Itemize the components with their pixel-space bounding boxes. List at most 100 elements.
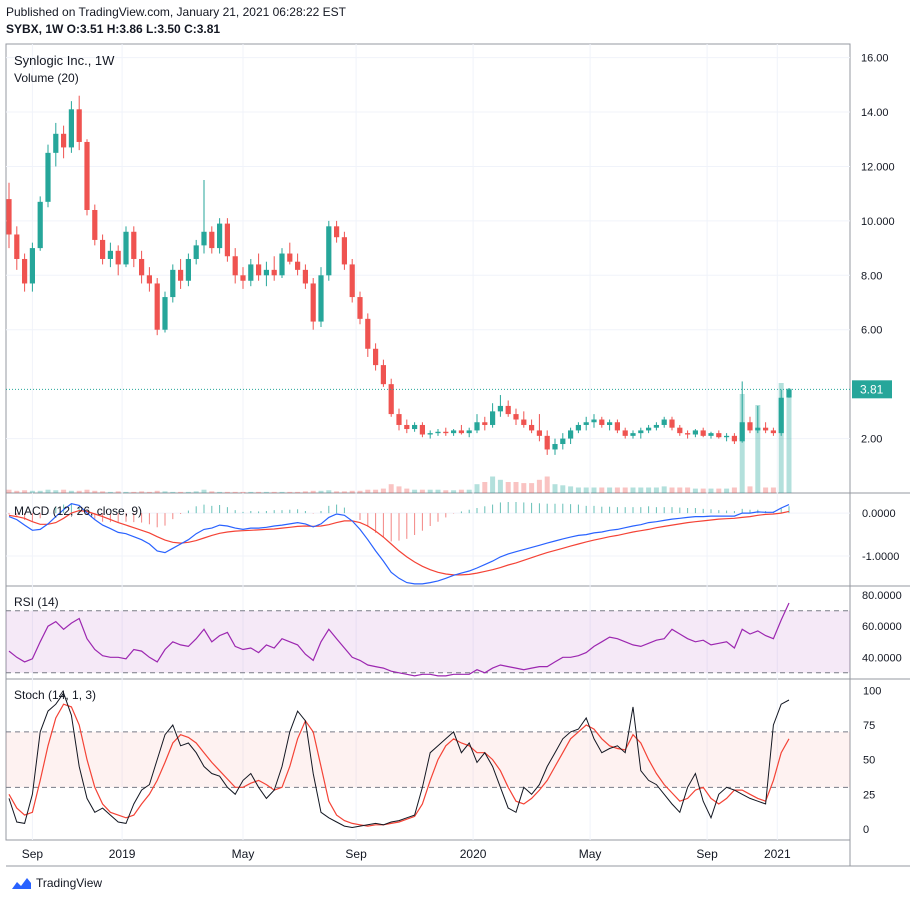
candle-body	[115, 250, 121, 265]
rsi-tick-label: 60.0000	[862, 621, 902, 633]
price-tick-label: 16.00	[861, 53, 889, 65]
price-tick-label: 2.00	[861, 434, 882, 446]
volume-bar	[22, 490, 28, 493]
rsi-band	[6, 610, 850, 673]
volume-bar	[614, 487, 620, 493]
candle-body	[770, 430, 776, 434]
volume-bar	[271, 491, 277, 493]
candle-body	[646, 427, 652, 431]
volume-bar	[256, 491, 262, 493]
candle-body	[568, 430, 574, 439]
candle-body	[310, 283, 316, 322]
volume-bar	[466, 489, 472, 493]
volume-bar	[419, 489, 425, 493]
chart-frame	[5, 43, 851, 841]
candle-body	[412, 424, 418, 430]
volume-bar	[287, 491, 293, 493]
volume-bar	[747, 486, 753, 493]
volume-bar	[61, 489, 67, 493]
volume-bar	[92, 490, 98, 493]
candle-body	[458, 430, 464, 434]
volume-bar	[786, 388, 792, 493]
candle-body	[536, 430, 542, 436]
volume-bar	[139, 491, 145, 493]
candle-body	[232, 256, 238, 276]
volume-bar	[326, 490, 332, 493]
volume-bar	[583, 487, 589, 493]
candle-body	[731, 435, 737, 442]
volume-bar	[412, 489, 418, 493]
rsi-label: RSI (14)	[14, 595, 59, 609]
candle-body	[396, 414, 402, 425]
candle-body	[614, 422, 620, 431]
stoch-band	[6, 731, 850, 788]
x-tick-label: 2020	[460, 847, 487, 861]
volume-bar	[302, 491, 308, 493]
volume-bar	[209, 491, 215, 493]
volume-bar	[622, 487, 628, 493]
candle-body	[778, 397, 784, 434]
candle-body	[466, 430, 472, 434]
volume-bar	[770, 487, 776, 493]
volume-bar	[29, 490, 35, 493]
volume-bar	[763, 487, 769, 493]
rsi-line	[8, 602, 790, 677]
volume-bar	[224, 491, 230, 493]
candle-body	[622, 430, 628, 436]
candle-body	[583, 422, 589, 425]
candle-body	[279, 253, 285, 276]
volume-bar	[778, 383, 784, 493]
volume-bar	[178, 491, 184, 493]
volume-bar	[731, 487, 737, 493]
x-tick-label: Sep	[696, 847, 718, 861]
volume-bar	[201, 489, 207, 493]
volume-bar	[131, 491, 137, 493]
volume-bar	[341, 491, 347, 493]
volume-bar	[435, 489, 441, 493]
volume-bar	[162, 491, 168, 493]
x-tick-label: Sep	[22, 847, 44, 861]
volume-bar	[685, 487, 691, 493]
candle-body	[334, 226, 340, 238]
candle-body	[607, 422, 613, 425]
candle-body	[123, 231, 129, 265]
candle-body	[240, 275, 246, 281]
candle-body	[474, 422, 480, 431]
candle-body	[61, 133, 67, 148]
volume-bar	[53, 490, 59, 493]
candle-body	[490, 411, 496, 425]
volume-bar	[575, 487, 581, 493]
candle-body	[661, 419, 667, 425]
rsi-tick-label: 40.0000	[862, 652, 902, 664]
candle-body	[786, 389, 792, 398]
candle-body	[373, 348, 379, 366]
stoch-tick-label: 75	[863, 720, 875, 732]
tradingview-logo[interactable]: TradingView	[8, 876, 102, 890]
candle-body	[217, 223, 223, 249]
volume-bar	[388, 484, 394, 493]
candle-body	[6, 199, 12, 235]
candle-body	[497, 405, 503, 412]
candle-body	[755, 427, 761, 431]
candle-body	[139, 258, 145, 276]
candle-body	[747, 422, 753, 431]
tradingview-brand: TradingView	[36, 876, 103, 890]
macd-signal-line	[8, 509, 790, 576]
volume-bar	[599, 487, 605, 493]
candle-body	[107, 250, 113, 259]
candle-body	[388, 384, 394, 415]
candle-body	[560, 438, 566, 445]
candle-body	[692, 430, 698, 435]
volume-bar	[536, 479, 542, 493]
volume-bar	[107, 491, 113, 493]
candle-body	[513, 414, 519, 420]
volume-bar	[552, 484, 558, 493]
volume-bar	[396, 486, 402, 493]
volume-bar	[607, 487, 613, 493]
published-line: Published on TradingView.com, January 21…	[6, 5, 347, 19]
volume-bar	[505, 482, 511, 493]
candle-body	[763, 427, 769, 431]
macd-tick-label: -1.0000	[862, 551, 899, 563]
volume-bar	[708, 488, 714, 493]
